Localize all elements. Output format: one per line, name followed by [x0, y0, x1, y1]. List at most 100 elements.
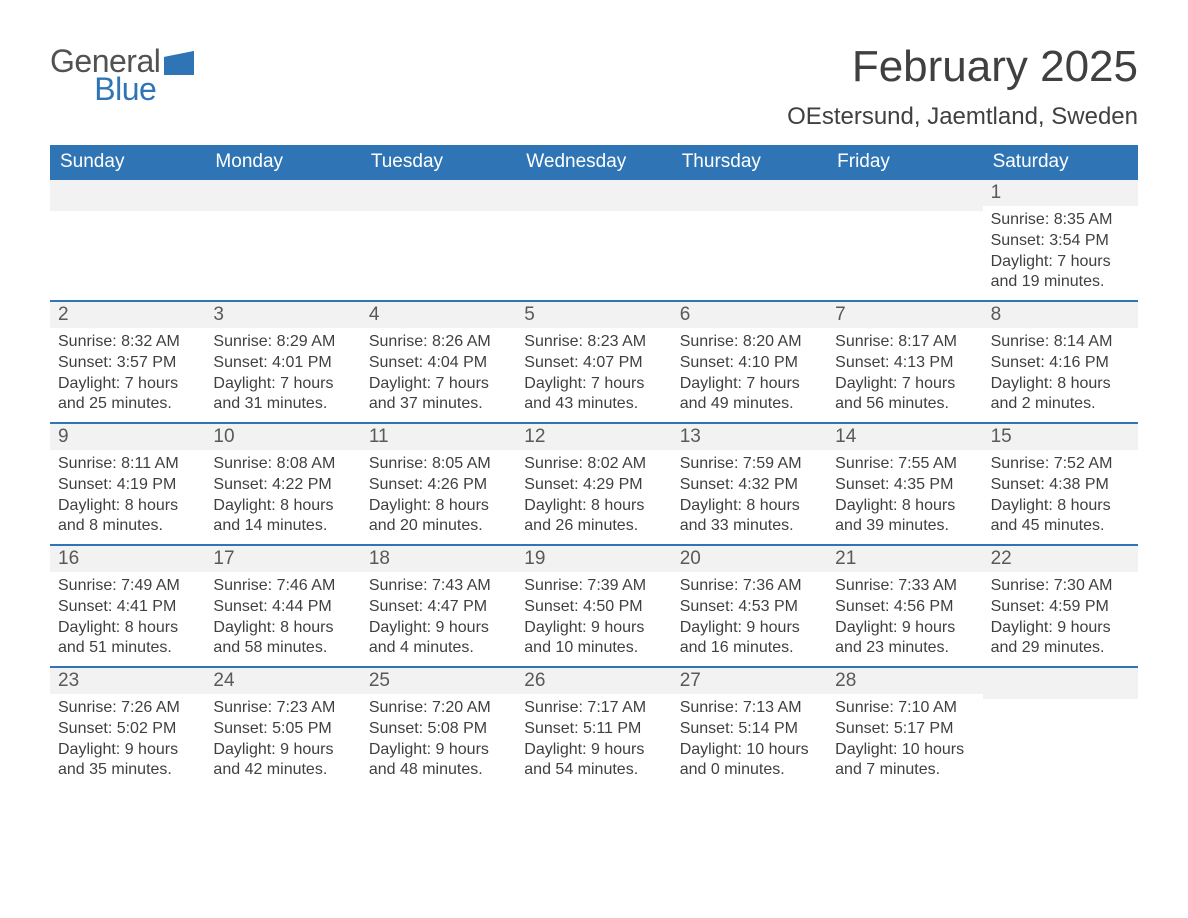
day-number [205, 180, 360, 211]
calendar-cell [361, 180, 516, 300]
daylight-line-1: Daylight: 10 hours [680, 740, 819, 761]
day-number: 9 [50, 424, 205, 450]
calendar-cell: 18Sunrise: 7:43 AMSunset: 4:47 PMDayligh… [361, 546, 516, 666]
calendar-grid: Sunday Monday Tuesday Wednesday Thursday… [50, 145, 1138, 788]
calendar-cell: 23Sunrise: 7:26 AMSunset: 5:02 PMDayligh… [50, 668, 205, 788]
calendar-cell: 14Sunrise: 7:55 AMSunset: 4:35 PMDayligh… [827, 424, 982, 544]
day-number: 17 [205, 546, 360, 572]
day-details: Sunrise: 7:20 AMSunset: 5:08 PMDaylight:… [361, 694, 516, 787]
day-number: 14 [827, 424, 982, 450]
daylight-line-2: and 4 minutes. [369, 638, 508, 659]
weekday-header: Monday [205, 145, 360, 180]
calendar-cell: 22Sunrise: 7:30 AMSunset: 4:59 PMDayligh… [983, 546, 1138, 666]
day-details: Sunrise: 8:29 AMSunset: 4:01 PMDaylight:… [205, 328, 360, 421]
calendar-cell [827, 180, 982, 300]
sunset-text: Sunset: 4:44 PM [213, 597, 352, 618]
calendar-cell: 24Sunrise: 7:23 AMSunset: 5:05 PMDayligh… [205, 668, 360, 788]
calendar-cell: 8Sunrise: 8:14 AMSunset: 4:16 PMDaylight… [983, 302, 1138, 422]
daylight-line-2: and 7 minutes. [835, 760, 974, 781]
day-details: Sunrise: 7:49 AMSunset: 4:41 PMDaylight:… [50, 572, 205, 665]
weekday-header: Sunday [50, 145, 205, 180]
daylight-line-1: Daylight: 7 hours [213, 374, 352, 395]
sunset-text: Sunset: 5:17 PM [835, 719, 974, 740]
daylight-line-1: Daylight: 8 hours [213, 618, 352, 639]
sunrise-text: Sunrise: 8:11 AM [58, 454, 197, 475]
day-number: 23 [50, 668, 205, 694]
day-number: 26 [516, 668, 671, 694]
day-details: Sunrise: 7:30 AMSunset: 4:59 PMDaylight:… [983, 572, 1138, 665]
day-number: 12 [516, 424, 671, 450]
calendar-cell: 27Sunrise: 7:13 AMSunset: 5:14 PMDayligh… [672, 668, 827, 788]
calendar-week: 2Sunrise: 8:32 AMSunset: 3:57 PMDaylight… [50, 300, 1138, 422]
sunset-text: Sunset: 4:47 PM [369, 597, 508, 618]
daylight-line-2: and 26 minutes. [524, 516, 663, 537]
day-details: Sunrise: 8:35 AMSunset: 3:54 PMDaylight:… [983, 206, 1138, 299]
sunrise-text: Sunrise: 7:10 AM [835, 698, 974, 719]
brand-logo-text: General Blue [50, 45, 160, 105]
sunrise-text: Sunrise: 8:05 AM [369, 454, 508, 475]
day-number [827, 180, 982, 211]
day-number: 28 [827, 668, 982, 694]
daylight-line-1: Daylight: 8 hours [524, 496, 663, 517]
day-details: Sunrise: 8:11 AMSunset: 4:19 PMDaylight:… [50, 450, 205, 543]
calendar-cell: 25Sunrise: 7:20 AMSunset: 5:08 PMDayligh… [361, 668, 516, 788]
calendar-cell: 11Sunrise: 8:05 AMSunset: 4:26 PMDayligh… [361, 424, 516, 544]
sunset-text: Sunset: 4:04 PM [369, 353, 508, 374]
brand-flag-icon [164, 51, 194, 75]
calendar-cell [672, 180, 827, 300]
sunset-text: Sunset: 4:07 PM [524, 353, 663, 374]
sunrise-text: Sunrise: 8:23 AM [524, 332, 663, 353]
sunset-text: Sunset: 3:57 PM [58, 353, 197, 374]
sunrise-text: Sunrise: 8:29 AM [213, 332, 352, 353]
sunrise-text: Sunrise: 8:17 AM [835, 332, 974, 353]
calendar-cell: 21Sunrise: 7:33 AMSunset: 4:56 PMDayligh… [827, 546, 982, 666]
calendar-cell: 1Sunrise: 8:35 AMSunset: 3:54 PMDaylight… [983, 180, 1138, 300]
daylight-line-2: and 54 minutes. [524, 760, 663, 781]
day-details: Sunrise: 7:23 AMSunset: 5:05 PMDaylight:… [205, 694, 360, 787]
day-number: 22 [983, 546, 1138, 572]
calendar-cell: 15Sunrise: 7:52 AMSunset: 4:38 PMDayligh… [983, 424, 1138, 544]
daylight-line-2: and 19 minutes. [991, 272, 1130, 293]
weekday-header: Tuesday [361, 145, 516, 180]
daylight-line-1: Daylight: 9 hours [991, 618, 1130, 639]
daylight-line-2: and 48 minutes. [369, 760, 508, 781]
daylight-line-1: Daylight: 7 hours [524, 374, 663, 395]
location-subtitle: OEstersund, Jaemtland, Sweden [787, 103, 1138, 131]
daylight-line-2: and 29 minutes. [991, 638, 1130, 659]
weekday-header: Wednesday [516, 145, 671, 180]
day-details: Sunrise: 7:59 AMSunset: 4:32 PMDaylight:… [672, 450, 827, 543]
day-number [672, 180, 827, 211]
daylight-line-2: and 49 minutes. [680, 394, 819, 415]
calendar-week: 16Sunrise: 7:49 AMSunset: 4:41 PMDayligh… [50, 544, 1138, 666]
day-number: 11 [361, 424, 516, 450]
daylight-line-2: and 8 minutes. [58, 516, 197, 537]
calendar-cell: 16Sunrise: 7:49 AMSunset: 4:41 PMDayligh… [50, 546, 205, 666]
daylight-line-1: Daylight: 9 hours [835, 618, 974, 639]
sunrise-text: Sunrise: 8:02 AM [524, 454, 663, 475]
sunrise-text: Sunrise: 7:43 AM [369, 576, 508, 597]
daylight-line-1: Daylight: 7 hours [58, 374, 197, 395]
calendar-cell: 12Sunrise: 8:02 AMSunset: 4:29 PMDayligh… [516, 424, 671, 544]
title-block: February 2025 OEstersund, Jaemtland, Swe… [787, 45, 1138, 141]
sunset-text: Sunset: 4:26 PM [369, 475, 508, 496]
brand-word-2: Blue [94, 73, 156, 105]
day-number [516, 180, 671, 211]
day-number [983, 668, 1138, 699]
sunrise-text: Sunrise: 8:26 AM [369, 332, 508, 353]
day-number: 19 [516, 546, 671, 572]
day-number: 16 [50, 546, 205, 572]
daylight-line-1: Daylight: 7 hours [991, 252, 1130, 273]
calendar-cell: 19Sunrise: 7:39 AMSunset: 4:50 PMDayligh… [516, 546, 671, 666]
sunrise-text: Sunrise: 8:32 AM [58, 332, 197, 353]
daylight-line-2: and 37 minutes. [369, 394, 508, 415]
day-details: Sunrise: 7:52 AMSunset: 4:38 PMDaylight:… [983, 450, 1138, 543]
sunrise-text: Sunrise: 8:20 AM [680, 332, 819, 353]
daylight-line-2: and 25 minutes. [58, 394, 197, 415]
day-number: 15 [983, 424, 1138, 450]
day-details: Sunrise: 8:23 AMSunset: 4:07 PMDaylight:… [516, 328, 671, 421]
daylight-line-2: and 42 minutes. [213, 760, 352, 781]
day-number: 20 [672, 546, 827, 572]
sunrise-text: Sunrise: 8:35 AM [991, 210, 1130, 231]
daylight-line-2: and 16 minutes. [680, 638, 819, 659]
daylight-line-2: and 14 minutes. [213, 516, 352, 537]
